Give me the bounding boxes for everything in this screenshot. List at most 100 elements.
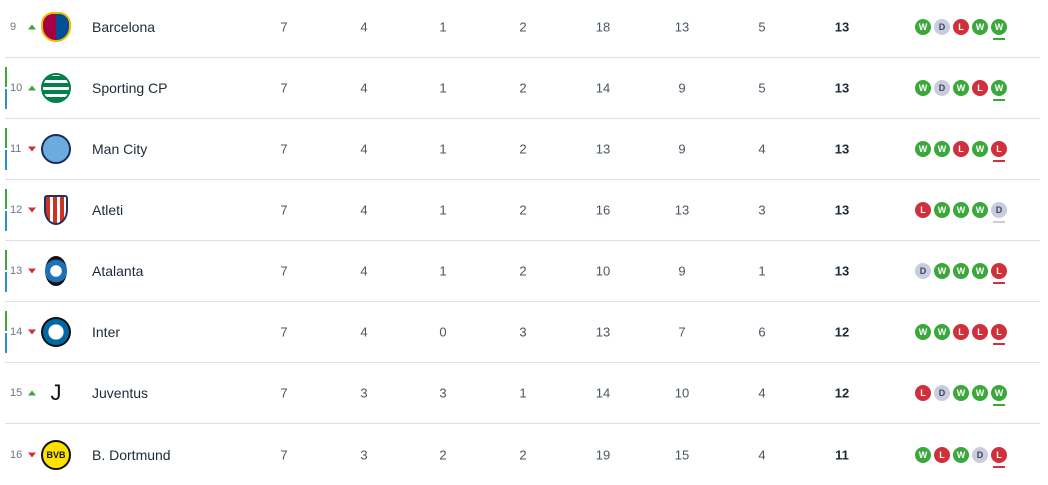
form-result[interactable]: D — [934, 80, 950, 96]
team-name[interactable]: B. Dortmund — [92, 446, 171, 463]
table-row[interactable]: 10 Sporting CP 7 4 1 2 14 9 5 13 W D W L W — [5, 58, 1040, 119]
stat-l: 3 — [519, 324, 527, 340]
stat-gf: 13 — [595, 141, 611, 157]
stat-ga: 9 — [678, 141, 686, 157]
form-result[interactable]: W — [991, 19, 1007, 40]
form-result[interactable]: W — [991, 80, 1007, 101]
stat-ga: 7 — [678, 324, 686, 340]
form-result[interactable]: W — [953, 263, 969, 279]
inter-crest-icon — [41, 317, 71, 347]
table-row[interactable]: 16 BVB B. Dortmund 7 3 2 2 19 15 4 11 W L W D L — [5, 424, 1040, 485]
form-result[interactable]: W — [915, 324, 931, 340]
form-result[interactable]: L — [953, 19, 969, 35]
stat-gf: 16 — [595, 202, 611, 218]
table-row[interactable]: 13 Atalanta 7 4 1 2 10 9 1 13 D W W W L — [5, 241, 1040, 302]
form-result[interactable]: W — [991, 385, 1007, 406]
stat-l: 2 — [519, 202, 527, 218]
form-result[interactable]: W — [915, 19, 931, 35]
trend-up-icon — [28, 24, 36, 30]
stat-ga: 9 — [678, 80, 686, 96]
form-result[interactable]: L — [991, 263, 1007, 284]
form-result[interactable]: W — [972, 385, 988, 401]
qualification-marker-blue — [5, 89, 7, 109]
stat-gf: 19 — [595, 447, 611, 462]
form-result[interactable]: D — [972, 446, 988, 463]
form-result[interactable]: L — [972, 324, 988, 340]
form-result[interactable]: L — [915, 385, 931, 401]
form-result[interactable]: W — [934, 141, 950, 157]
form-result[interactable]: L — [953, 141, 969, 157]
stat-d: 3 — [439, 385, 447, 401]
stat-pts: 12 — [834, 324, 850, 340]
table-row[interactable]: 9 Barcelona 7 4 1 2 18 13 5 13 W D L W W — [5, 0, 1040, 58]
stat-w: 4 — [360, 19, 368, 35]
qualification-marker-blue — [5, 272, 7, 292]
table-row[interactable]: 12 Atleti 7 4 1 2 16 13 3 13 L W W W D — [5, 180, 1040, 241]
form-result[interactable]: W — [915, 141, 931, 157]
form-result[interactable]: D — [934, 385, 950, 401]
form-result[interactable]: W — [953, 385, 969, 401]
team-name[interactable]: Inter — [92, 324, 121, 340]
stat-d: 1 — [439, 80, 447, 96]
team-name[interactable]: Man City — [92, 141, 148, 157]
stat-p: 7 — [280, 324, 288, 340]
form-result[interactable]: L — [934, 446, 950, 463]
form-result[interactable]: L — [991, 141, 1007, 162]
form-result[interactable]: W — [972, 141, 988, 157]
form-result[interactable]: L — [991, 446, 1007, 468]
form-result[interactable]: W — [972, 263, 988, 279]
table-row[interactable]: 14 Inter 7 4 0 3 13 7 6 12 W W L L L — [5, 302, 1040, 363]
team-name[interactable]: Sporting CP — [92, 80, 168, 96]
stat-pts: 11 — [835, 447, 849, 462]
stat-pts: 13 — [834, 263, 850, 279]
form-result[interactable]: D — [915, 263, 931, 279]
stat-gd: 4 — [758, 141, 766, 157]
team-name[interactable]: Juventus — [92, 385, 149, 401]
form-result[interactable]: L — [972, 80, 988, 96]
form-result[interactable]: L — [915, 202, 931, 218]
stat-l: 2 — [519, 19, 527, 35]
form-result[interactable]: W — [953, 446, 969, 463]
table-row[interactable]: 11 Man City 7 4 1 2 13 9 4 13 W W L W L — [5, 119, 1040, 180]
trend-up-icon — [28, 85, 36, 91]
stat-w: 4 — [360, 263, 368, 279]
position: 16 — [10, 448, 23, 461]
position: 10 — [10, 82, 23, 94]
trend-down-icon — [28, 452, 36, 457]
barcelona-crest-icon — [41, 12, 71, 42]
stat-p: 7 — [280, 141, 288, 157]
form-result[interactable]: W — [953, 202, 969, 218]
form-result[interactable]: W — [915, 80, 931, 96]
team-name[interactable]: Atleti — [92, 202, 124, 218]
form-result[interactable]: W — [953, 80, 969, 96]
table-row[interactable]: 15 J Juventus 7 3 3 1 14 10 4 12 L D W W W — [5, 363, 1040, 424]
qualification-marker-green — [5, 67, 7, 87]
stat-ga: 10 — [674, 385, 690, 401]
form-result[interactable]: W — [915, 446, 931, 463]
form-result[interactable]: D — [934, 19, 950, 35]
form-result[interactable]: L — [991, 324, 1007, 345]
form-result[interactable]: W — [934, 263, 950, 279]
form-result[interactable]: D — [991, 202, 1007, 223]
form-result[interactable]: W — [972, 19, 988, 35]
stat-gf: 14 — [595, 385, 611, 401]
stat-gf: 18 — [595, 19, 611, 35]
form-result[interactable]: W — [934, 202, 950, 218]
qualification-marker-green — [5, 311, 7, 331]
stat-p: 7 — [280, 447, 288, 462]
form-result[interactable]: W — [934, 324, 950, 340]
stat-gd: 4 — [758, 447, 766, 462]
stat-p: 7 — [280, 19, 288, 35]
position: 9 — [10, 21, 17, 33]
form-result[interactable]: W — [972, 202, 988, 218]
team-name[interactable]: Barcelona — [92, 19, 156, 35]
stat-l: 1 — [519, 385, 527, 401]
form-result[interactable]: L — [953, 324, 969, 340]
team-name[interactable]: Atalanta — [92, 263, 144, 279]
stat-d: 1 — [439, 263, 447, 279]
